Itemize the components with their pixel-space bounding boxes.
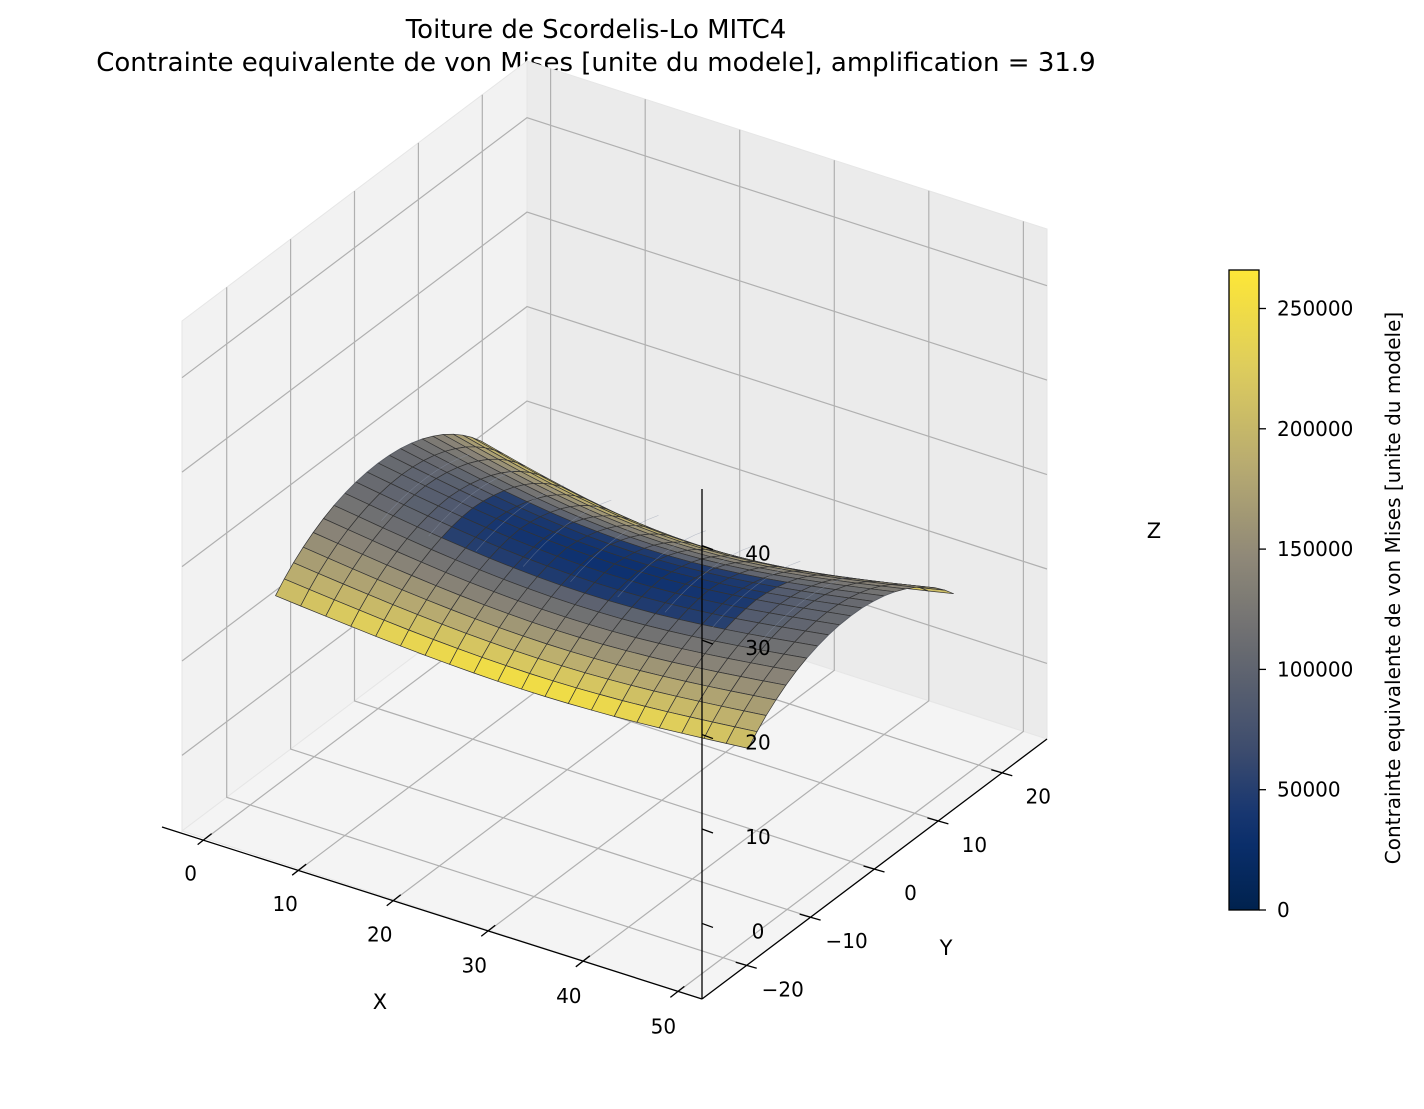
z-tick-label: 20 (745, 731, 770, 755)
z-tick (701, 545, 714, 551)
undeformed-wire (475, 484, 565, 552)
undeformed-wire (712, 560, 801, 628)
undeformed-wire (428, 469, 517, 537)
x-tick-label: 10 (272, 892, 297, 916)
z-axis-label: Z (1147, 519, 1161, 543)
grid-line-x (488, 160, 835, 931)
colorbar-bar (1228, 269, 1260, 911)
x-tick (197, 833, 213, 846)
chart-subtitle: Contrainte equivalente de von Mises [uni… (96, 48, 1096, 78)
x-tick (291, 863, 307, 876)
undeformed-wire (617, 530, 706, 598)
y-tick-label: −10 (826, 929, 868, 953)
undeformed-wire (806, 591, 896, 659)
colorbar-tick-label: 50000 (1277, 778, 1341, 802)
y-tick-label: −20 (762, 977, 804, 1001)
x-tick-label: 20 (367, 923, 392, 947)
undeformed-wire (664, 545, 754, 613)
z-tick-label: 40 (745, 542, 770, 566)
colorbar-label: Contrainte equivalente de von Mises [uni… (1381, 312, 1405, 864)
y-tick (799, 913, 821, 921)
undeformed-wire (522, 499, 612, 567)
z-tick (701, 733, 714, 740)
y-tick-label: 20 (1026, 785, 1051, 809)
grid-line-z (181, 211, 1048, 473)
surface-cell (725, 726, 758, 749)
von-mises-surface (275, 433, 954, 749)
grid-line-z (181, 305, 1048, 568)
grid-line-y (290, 239, 811, 918)
chart-title-block: Toiture de Scordelis-Lo MITC4 Contrainte… (0, 14, 1192, 80)
grid-line-x (583, 190, 930, 962)
undeformed-wire (381, 454, 470, 521)
x-tick (575, 955, 591, 968)
undeformed-wire (759, 576, 848, 644)
chart-title: Toiture de Scordelis-Lo MITC4 (405, 15, 787, 45)
grid-line-y (226, 287, 747, 966)
x-tick-label: 30 (462, 953, 487, 977)
z-tick-label: 0 (752, 919, 765, 943)
grid-line-y (353, 191, 875, 870)
x-axis-line (161, 826, 703, 1000)
x-tick (669, 985, 685, 998)
grid-line-x (678, 221, 1025, 992)
undeformed-wire (570, 515, 659, 582)
colorbar-tick-label: 250000 (1277, 296, 1353, 320)
z-tick-label: 30 (745, 636, 770, 660)
y-axis-label: Y (939, 936, 953, 960)
x-axis-label: X (373, 990, 387, 1014)
y-tick (991, 769, 1013, 777)
colorbar-tick-label: 150000 (1277, 537, 1353, 561)
z-tick (701, 922, 714, 929)
x-tick-label: 0 (184, 862, 197, 886)
colorbar-tick-label: 100000 (1277, 657, 1353, 681)
x-tick-label: 40 (556, 984, 581, 1008)
colorbar: 0 50000 100000 150000 200000 250000 Contrainte… (1228, 269, 1405, 922)
colorbar-tick-label: 200000 (1277, 417, 1353, 441)
axes-ticks: 0 10 20 30 40 50 X −20 −10 0 10 20 Y 0 10 20 30 40 Z (161, 489, 1161, 1038)
y-tick (927, 817, 949, 825)
grid-line-z (181, 117, 1048, 379)
y-tick (863, 865, 885, 873)
z-tick (701, 639, 714, 645)
y-tick-label: 0 (904, 881, 917, 905)
x-tick-label: 50 (651, 1014, 676, 1038)
z-tick (701, 828, 714, 834)
x-tick (480, 924, 496, 937)
y-tick-label: 10 (962, 833, 987, 857)
undeformed-wire (333, 438, 423, 506)
colorbar-tick-label: 0 (1277, 898, 1290, 922)
x-tick (386, 894, 402, 907)
z-tick-label: 10 (745, 825, 770, 849)
y-tick (735, 961, 757, 969)
